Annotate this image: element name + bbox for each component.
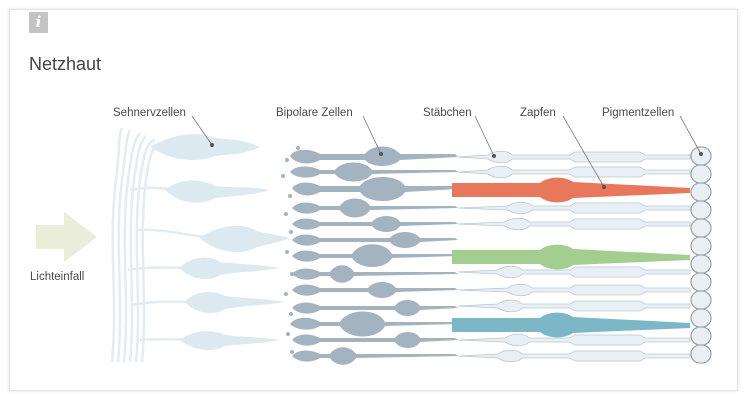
label-pigmentzellen: Pigmentzellen: [602, 107, 675, 119]
label-lichteinfall: Lichteinfall: [30, 271, 85, 283]
page-title: Netzhaut: [29, 54, 102, 74]
info-icon[interactable]: i: [29, 12, 48, 33]
light-arrow: [36, 212, 97, 262]
rods: [457, 150, 691, 363]
label-zapfen: Zapfen: [520, 107, 556, 119]
cone-blue: [452, 312, 690, 338]
label-sehnervzellen: Sehnervzellen: [113, 107, 186, 119]
leader-lines: [191, 115, 702, 188]
label-staebchen: Stäbchen: [423, 107, 472, 119]
label-bipolare-zellen: Bipolare Zellen: [276, 107, 353, 119]
leader-dots: [210, 143, 703, 189]
bipolar-cells: [290, 146, 458, 365]
pigment-cells: [690, 146, 712, 364]
cone-green: [452, 244, 690, 270]
dendrite-tips: [281, 146, 300, 354]
ganglion-cells: [150, 134, 290, 350]
cone-red: [452, 177, 690, 203]
nerve-fibers: [110, 127, 216, 363]
